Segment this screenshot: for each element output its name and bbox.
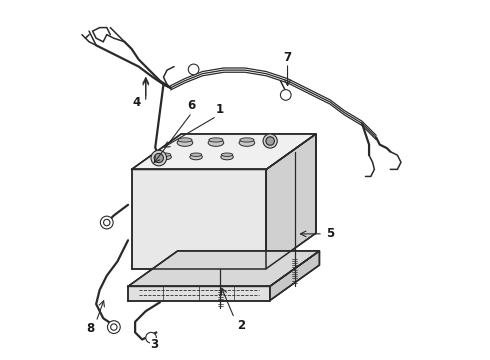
- Text: 6: 6: [188, 99, 196, 112]
- Ellipse shape: [178, 138, 192, 142]
- Ellipse shape: [159, 154, 171, 160]
- Circle shape: [266, 137, 274, 145]
- Polygon shape: [132, 134, 316, 169]
- Ellipse shape: [221, 154, 233, 160]
- Text: 7: 7: [284, 51, 292, 64]
- Ellipse shape: [209, 138, 223, 142]
- Circle shape: [151, 150, 167, 166]
- Ellipse shape: [221, 153, 233, 156]
- Circle shape: [146, 332, 156, 343]
- Polygon shape: [266, 134, 316, 269]
- Circle shape: [263, 134, 277, 148]
- Circle shape: [107, 321, 120, 333]
- Text: 8: 8: [87, 322, 95, 336]
- Text: 5: 5: [326, 228, 334, 240]
- Polygon shape: [128, 251, 319, 286]
- Ellipse shape: [159, 153, 171, 156]
- Circle shape: [280, 90, 291, 100]
- Text: 1: 1: [216, 103, 224, 116]
- Circle shape: [154, 153, 163, 163]
- Polygon shape: [132, 169, 266, 269]
- Circle shape: [188, 64, 199, 75]
- Ellipse shape: [177, 139, 193, 146]
- Ellipse shape: [190, 154, 202, 160]
- Ellipse shape: [240, 138, 254, 142]
- Ellipse shape: [191, 153, 202, 156]
- Polygon shape: [270, 251, 319, 301]
- Ellipse shape: [208, 139, 224, 146]
- Text: 3: 3: [150, 338, 159, 351]
- Polygon shape: [128, 286, 270, 301]
- Text: 4: 4: [133, 95, 141, 108]
- Text: 2: 2: [237, 319, 245, 332]
- Circle shape: [100, 216, 113, 229]
- Circle shape: [103, 219, 110, 226]
- Ellipse shape: [239, 139, 255, 146]
- Circle shape: [111, 324, 117, 330]
